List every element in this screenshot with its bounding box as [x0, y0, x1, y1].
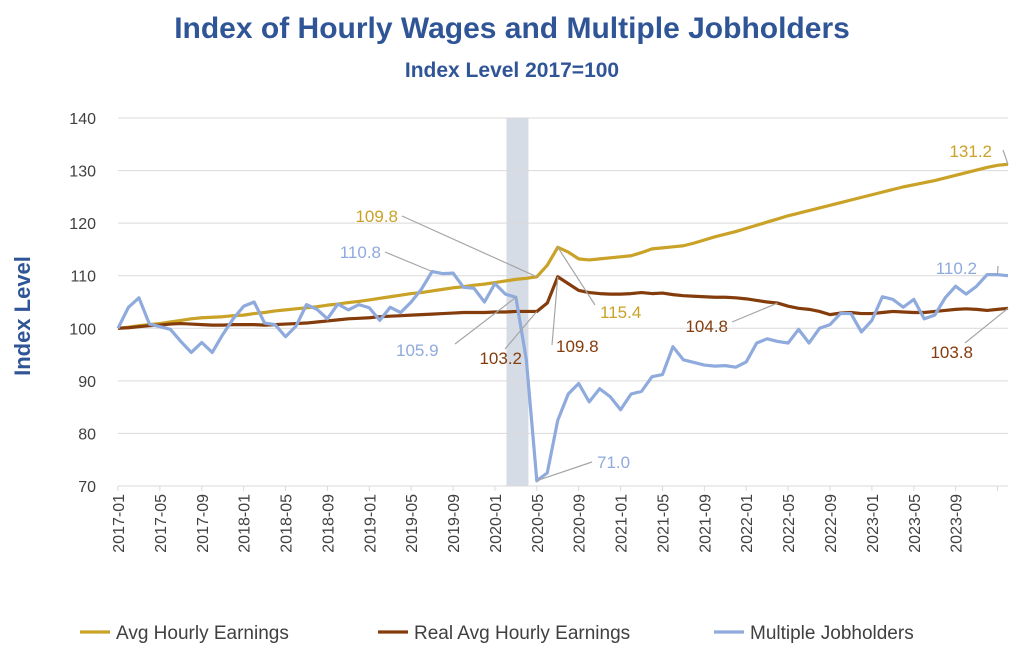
y-axis-label: Index Level: [10, 256, 35, 376]
annotation-leader: [551, 276, 559, 346]
y-tick-label: 90: [78, 374, 96, 391]
x-tick-label: 2021-09: [697, 494, 714, 553]
legend: Avg Hourly Earnings Real Avg Hourly Earni…: [80, 623, 914, 644]
x-tick-label: 2019-09: [446, 494, 463, 553]
annotation-label: 103.8: [930, 343, 973, 362]
y-tick-label: 110: [70, 269, 96, 286]
series-line-2: [117, 275, 1009, 330]
annotation-label: 110.2: [936, 259, 977, 278]
y-tick-label: 140: [69, 111, 96, 128]
x-tick-label: 2022-05: [781, 494, 798, 553]
y-tick-label: 80: [78, 426, 96, 443]
annotation-leader: [1002, 149, 1009, 165]
annotation-leader: [384, 251, 433, 273]
annotation-label: 105.9: [396, 341, 439, 360]
annotation-label: 109.8: [355, 207, 398, 226]
annotation-leader: [504, 311, 538, 350]
series-line-3: [116, 269, 1009, 483]
plot-area: 70 80 90 100 110 120 130 140 2017-01 2017-05 2017-…: [69, 111, 1009, 553]
x-tick-label: 2022-09: [823, 494, 840, 553]
annotation-leader: [401, 215, 538, 278]
x-tick-label: 2023-05: [907, 494, 924, 553]
annotation-label: 109.8: [556, 337, 599, 356]
annotation-leader: [557, 246, 596, 306]
x-tick-label: 2020-09: [572, 494, 589, 553]
x-tick-label: 2019-05: [404, 494, 421, 553]
legend-label-1: Avg Hourly Earnings: [116, 623, 289, 644]
x-tick-label: 2018-01: [237, 494, 254, 553]
x-tick-label: 2022-01: [739, 494, 756, 553]
x-tick-label: 2023-01: [865, 494, 882, 553]
chart-title: Index of Hourly Wages and Multiple Jobho…: [174, 12, 850, 45]
annotation-label: 115.4: [600, 303, 641, 322]
chart-subtitle: Index Level 2017=100: [405, 59, 619, 82]
annotation-label: 131.2: [949, 142, 992, 161]
annotation-leader: [731, 302, 778, 323]
x-tick-label: 2017-09: [195, 494, 212, 553]
x-tick-label: 2017-05: [153, 494, 170, 553]
y-tick-label: 100: [69, 321, 96, 338]
x-tick-label: 2023-09: [949, 494, 966, 553]
annotation-leader: [996, 265, 999, 275]
x-tick-label: 2018-09: [320, 494, 337, 553]
annotation-leader: [964, 307, 1009, 344]
y-tick-label: 70: [78, 479, 96, 496]
x-tick-label: 2017-01: [111, 494, 128, 553]
annotation-leader: [454, 296, 517, 345]
x-tick-label: 2020-05: [530, 494, 547, 553]
x-tick-label: 2019-01: [362, 494, 379, 553]
annotation-leader: [536, 461, 593, 482]
series-line-1: [117, 162, 1009, 330]
x-tick-label: 2021-01: [614, 494, 631, 553]
annotation-label: 110.8: [340, 243, 381, 262]
annotation-label: 103.2: [479, 349, 522, 368]
legend-label-3: Multiple Jobholders: [750, 623, 914, 644]
x-tick-label: 2020-01: [488, 494, 505, 553]
x-tick-label: 2021-05: [655, 494, 672, 553]
y-tick-label: 130: [69, 164, 96, 181]
legend-label-2: Real Avg Hourly Earnings: [414, 623, 630, 644]
y-tick-label: 120: [69, 216, 96, 233]
annotation-label: 71.0: [597, 453, 630, 472]
x-tick-label: 2018-05: [279, 494, 296, 553]
annotation-label: 104.8: [685, 317, 728, 336]
